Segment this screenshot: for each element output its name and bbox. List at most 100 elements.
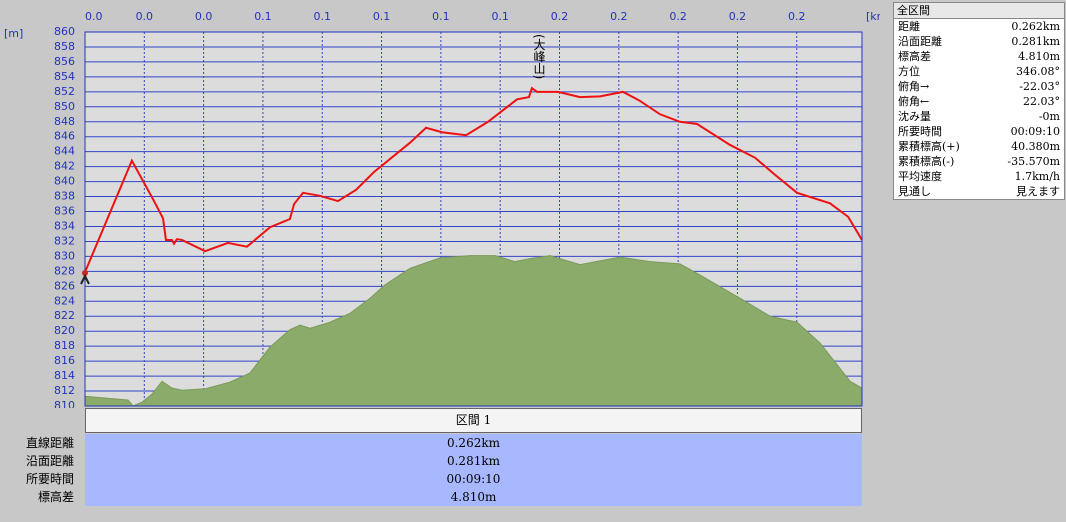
section-value: 4.810m [85,488,862,506]
y-tick-label: 848 [54,115,75,128]
peak-annotation: (大峰山) [532,34,546,79]
y-tick-label: 814 [54,369,75,382]
y-tick-label: 816 [54,354,75,367]
x-tick-label: 0.1 [373,10,391,23]
y-tick-label: 822 [54,309,75,322]
section-header: 区間 1 [85,408,862,433]
profile-line [84,86,863,273]
section-value: 0.262km [85,434,862,452]
summary-label: 累積標高(+) [898,140,960,153]
x-tick-label: 0.1 [491,10,509,23]
x-unit: [km] [866,10,880,23]
section-row: 沿面距離 0.281km [0,452,866,470]
summary-label: 累積標高(-) [898,155,955,168]
summary-value: 22.03° [1023,95,1060,108]
summary-label: 沿面距離 [898,35,942,48]
y-tick-label: 860 [54,25,75,38]
summary-label: 見通し [898,185,931,198]
y-tick-label: 826 [54,279,75,292]
summary-row: 俯角→ -22.03° [894,79,1064,94]
x-tick-label: 0.2 [788,10,806,23]
summary-value: -22.03° [1019,80,1060,93]
y-tick-label: 824 [54,294,75,307]
x-tick-label: 0.1 [254,10,272,23]
summary-row: 所要時間 00:09:10 [894,124,1064,139]
summary-row: 累積標高(+) 40.380m [894,139,1064,154]
terrain-area [84,255,863,407]
section-row: 直線距離 0.262km [0,434,866,452]
marks [84,86,863,407]
y-tick-label: 840 [54,175,75,188]
profile-chart: [m] [km] 810 812 814 816 818 820 822 824 826 828 8… [4,10,880,408]
y-tick-label: 846 [54,130,75,143]
summary-label: 沈み量 [898,110,931,123]
summary-row: 沿面距離 0.281km [894,34,1064,49]
summary-value: 4.810m [1018,50,1060,63]
x-tick-label: 0.2 [551,10,569,23]
summary-label: 距離 [898,20,920,33]
y-unit: [m] [4,27,23,40]
summary-value: -0m [1038,110,1060,123]
section-label: 沿面距離 [25,454,74,468]
y-tick-label: 844 [54,145,75,158]
summary-value: -35.570m [1007,155,1060,168]
plot-border [84,31,863,407]
summary-row: 沈み量 -0m [894,109,1064,124]
x-tick-label: 0.2 [610,10,628,23]
y-tick-label: 818 [54,339,75,352]
summary-value: 346.08° [1016,65,1060,78]
summary-row: 標高差 4.810m [894,49,1064,64]
y-tick-label: 856 [54,55,75,68]
x-tick-label: 0.0 [195,10,213,23]
summary-value: 1.7km/h [1014,170,1060,183]
summary-row: 平均速度 1.7km/h [894,169,1064,184]
section-row: 標高差 4.810m [0,488,866,506]
x-tick-label: 0.1 [432,10,450,23]
section-row: 所要時間 00:09:10 [0,470,866,488]
y-tick-label: 842 [54,160,75,173]
y-tick-label: 832 [54,234,75,247]
x-tick-label: 0.2 [669,10,687,23]
summary-value: 40.380m [1011,140,1060,153]
summary-value: 0.262km [1011,20,1060,33]
summary-label: 俯角← [898,95,930,108]
summary-value: 見えます [1016,185,1060,198]
section-label: 所要時間 [25,472,74,486]
section-label: 直線距離 [25,436,74,450]
summary-value: 0.281km [1011,35,1060,48]
start-marker [80,270,90,285]
section-value: 0.281km [85,452,862,470]
y-tick-label: 852 [54,85,75,98]
summary-row: 見通し 見えます [894,184,1064,199]
section-label: 標高差 [37,490,74,504]
y-tick-label: 836 [54,205,75,218]
y-tick-label: 858 [54,40,75,53]
summary-label: 標高差 [898,50,931,63]
section-value: 00:09:10 [85,470,862,488]
panel-title: 全区間 [894,3,1064,19]
summary-row: 俯角← 22.03° [894,94,1064,109]
x-tick-label: 0.2 [729,10,747,23]
y-tick-label: 834 [54,219,75,232]
summary-row: 累積標高(-) -35.570m [894,154,1064,169]
summary-row: 距離 0.262km [894,19,1064,34]
y-tick-label: 830 [54,249,75,262]
x-tick-label: 0.1 [314,10,332,23]
y-tick-label: 828 [54,264,75,277]
y-tick-label: 850 [54,100,75,113]
summary-label: 所要時間 [898,125,942,138]
y-tick-label: 838 [54,190,75,203]
x-tick-label: 0.0 [85,10,103,23]
summary-label: 平均速度 [898,170,942,183]
y-tick-label: 820 [54,324,75,337]
summary-label: 方位 [898,65,920,78]
summary-panel: 全区間 距離 0.262km 沿面距離 0.281km 標高差 4.810m 方位 346.0… [893,2,1065,200]
y-tick-label: 854 [54,70,75,83]
summary-label: 俯角→ [898,80,930,93]
summary-value: 00:09:10 [1010,125,1060,138]
y-tick-label: 810 [54,399,75,408]
x-tick-label: 0.0 [136,10,154,23]
summary-row: 方位 346.08° [894,64,1064,79]
y-tick-label: 812 [54,384,75,397]
